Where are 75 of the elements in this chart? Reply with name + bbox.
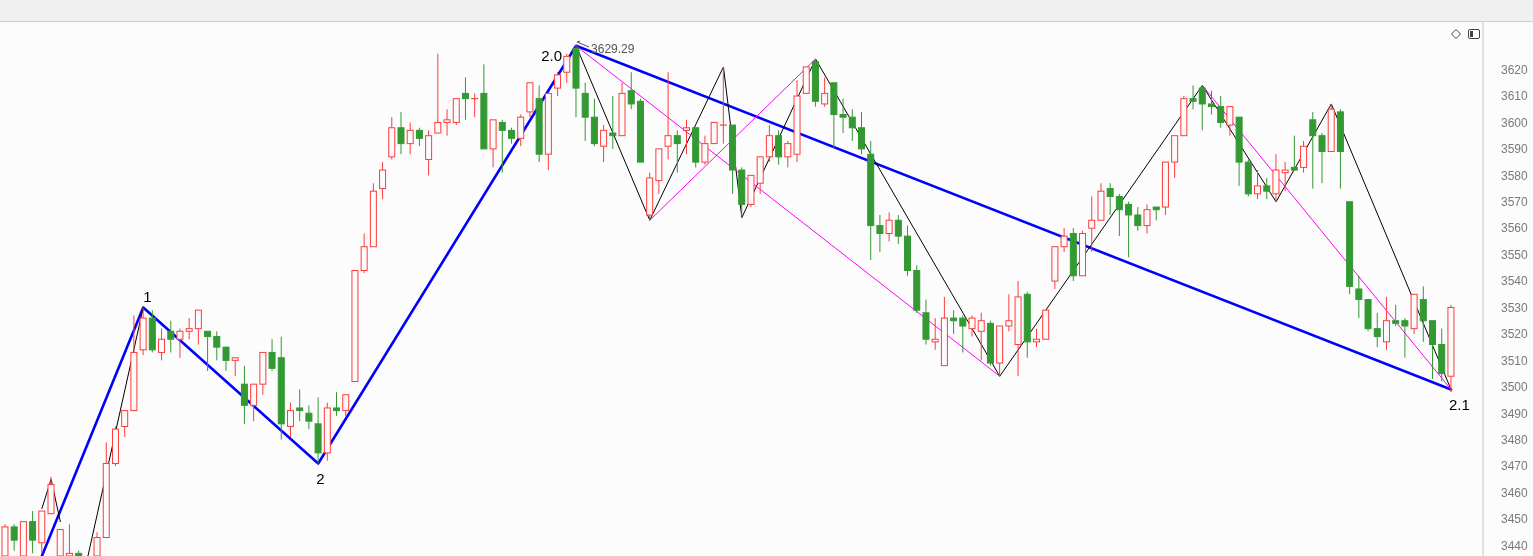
candlestick <box>600 124 608 163</box>
candlestick <box>1373 312 1381 348</box>
candlestick <box>1069 227 1077 282</box>
candlestick <box>885 211 893 242</box>
candlestick <box>167 320 175 353</box>
y-tick-label: 3620 <box>1501 62 1529 77</box>
candlestick <box>848 108 856 142</box>
candlestick <box>673 129 681 174</box>
candlestick <box>176 328 184 359</box>
candlestick <box>406 121 414 155</box>
candlestick <box>876 214 884 253</box>
candlestick <box>277 336 285 441</box>
candlestick <box>1438 328 1446 383</box>
candlestick <box>1401 317 1409 359</box>
candlestick <box>572 44 580 118</box>
candlestick <box>461 77 469 121</box>
candlestick <box>268 338 276 372</box>
annotation: 2.0 <box>541 46 563 64</box>
y-tick-label: 3470 <box>1501 459 1529 474</box>
annotation: 2 <box>316 470 325 488</box>
annotation: 2.1 <box>1449 396 1470 414</box>
y-tick-label: 3550 <box>1501 247 1529 262</box>
y-tick-label: 3540 <box>1501 274 1529 289</box>
candlestick <box>1300 140 1308 174</box>
candlestick <box>1272 153 1280 203</box>
candlestick <box>1106 182 1114 216</box>
candlestick <box>1189 84 1197 110</box>
candlestick <box>213 330 221 361</box>
y-tick-label: 3560 <box>1501 221 1529 236</box>
y-tick-label: 3490 <box>1501 406 1529 421</box>
candlestick <box>1217 95 1225 129</box>
y-tick-label: 3510 <box>1501 353 1529 368</box>
candlestick <box>609 95 617 150</box>
y-tick-label: 3440 <box>1501 538 1529 553</box>
candlestick <box>333 391 341 417</box>
y-tick-label: 3590 <box>1501 142 1529 157</box>
y-tick-label: 3520 <box>1501 327 1529 342</box>
candlestick <box>922 299 930 346</box>
y-tick-label: 3570 <box>1501 195 1529 210</box>
candlestick <box>1419 285 1427 343</box>
annotation: 1 <box>143 287 152 305</box>
y-tick-label: 3600 <box>1501 115 1529 130</box>
candlestick <box>775 129 783 166</box>
candlestick <box>968 314 976 338</box>
candlestick <box>296 388 304 422</box>
candlestick <box>1088 195 1096 253</box>
candlestick <box>1318 132 1326 184</box>
candlestick <box>29 510 37 554</box>
candlestick <box>314 396 322 464</box>
candlestick <box>397 111 405 155</box>
y-tick-label: 3500 <box>1501 380 1529 395</box>
candlestick <box>793 79 801 163</box>
candlestick <box>1355 275 1363 319</box>
candlestick <box>1254 169 1262 200</box>
candlestick <box>719 66 728 145</box>
candlestick <box>581 82 589 142</box>
candlestick <box>664 71 672 160</box>
y-tick-label: 3610 <box>1501 89 1529 104</box>
y-tick-label: 3460 <box>1501 485 1529 500</box>
candlestick <box>1447 304 1455 393</box>
y-tick-label: 3580 <box>1501 168 1529 183</box>
annotation: 3629.29 <box>591 41 635 56</box>
candlestick <box>240 365 248 425</box>
candlestick <box>1143 203 1151 234</box>
candlestick <box>425 129 433 176</box>
candlestick <box>139 307 147 356</box>
y-tick-label: 3530 <box>1501 300 1529 315</box>
candlestick <box>443 108 451 137</box>
candlestick <box>765 124 773 163</box>
candlestick <box>305 404 313 430</box>
candlestick <box>867 140 875 261</box>
candlestick <box>1207 90 1215 116</box>
y-tick-label: 3480 <box>1501 432 1529 447</box>
candlestick <box>535 84 543 163</box>
y-tick-label: 3450 <box>1501 512 1529 527</box>
